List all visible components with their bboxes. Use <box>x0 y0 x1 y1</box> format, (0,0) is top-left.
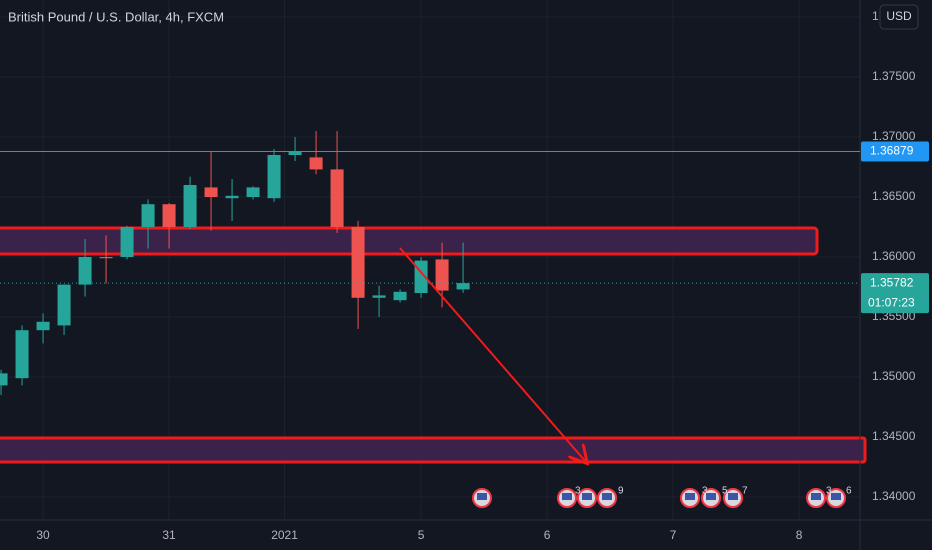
candle-body <box>162 204 176 228</box>
event-flag <box>685 493 695 500</box>
x-tick-label: 6 <box>544 528 551 542</box>
event-flag <box>602 493 612 500</box>
event-count: 7 <box>742 486 748 497</box>
event-flag <box>706 493 716 500</box>
x-tick-label: 2021 <box>271 528 298 542</box>
currency-label[interactable]: USD <box>886 9 912 23</box>
candle-body <box>204 187 218 198</box>
x-tick-label: 5 <box>418 528 425 542</box>
countdown: 01:07:23 <box>868 295 915 309</box>
hline-label-box <box>861 141 929 162</box>
candle-body <box>183 185 197 228</box>
event-count: 6 <box>846 486 852 497</box>
candle-body <box>36 321 50 331</box>
candle-body <box>0 373 8 386</box>
y-tick-label: 1.37000 <box>872 129 916 143</box>
candle-body <box>309 157 323 170</box>
event-flag <box>831 493 841 500</box>
event-flag <box>728 493 738 500</box>
x-tick-label: 8 <box>796 528 803 542</box>
candle-body <box>78 257 92 285</box>
y-tick-label: 1.34500 <box>872 429 916 443</box>
event-count: 3 <box>575 486 581 497</box>
candle-body <box>120 227 134 258</box>
event-flag <box>811 493 821 500</box>
event-flag <box>562 493 572 500</box>
event-count: 3 <box>702 486 708 497</box>
event-flag <box>477 493 487 500</box>
last-price-box <box>861 273 929 314</box>
x-tick-label: 31 <box>162 528 176 542</box>
event-flag <box>582 493 592 500</box>
candles <box>0 131 470 395</box>
candle-body <box>393 291 407 301</box>
zone <box>0 436 867 464</box>
x-tick-label: 30 <box>36 528 50 542</box>
y-tick-label: 1.35000 <box>872 369 916 383</box>
y-tick-label: 1.37500 <box>872 69 916 83</box>
candle-body <box>456 283 470 290</box>
candle-body <box>351 227 365 298</box>
candle-body <box>330 169 344 228</box>
candle-body <box>267 155 281 199</box>
y-tick-label: 1.36500 <box>872 189 916 203</box>
events: 3 9 3 5 7 3 6 <box>472 486 852 508</box>
x-tick-label: 7 <box>670 528 677 542</box>
candle-body <box>372 295 386 298</box>
last-price-label: 1.35782 <box>870 275 914 289</box>
candle-body <box>15 330 29 379</box>
event-count: 9 <box>618 486 624 497</box>
candle-body <box>435 259 449 291</box>
event-count: 3 <box>826 486 832 497</box>
hline-label: 1.36879 <box>870 144 914 158</box>
candle-body <box>57 284 71 326</box>
candle-body <box>288 151 302 156</box>
chart-title: British Pound / U.S. Dollar, 4h, FXCM <box>8 9 224 24</box>
candle-body <box>141 204 155 228</box>
y-tick-label: 1.34000 <box>872 489 916 503</box>
candle-body <box>99 257 113 259</box>
candle-body <box>225 195 239 199</box>
currency-button[interactable] <box>879 4 919 30</box>
candle-body <box>246 187 260 198</box>
trend-arrow <box>399 247 586 462</box>
event-count: 5 <box>722 486 728 497</box>
y-tick-label: 1.36000 <box>872 249 916 263</box>
